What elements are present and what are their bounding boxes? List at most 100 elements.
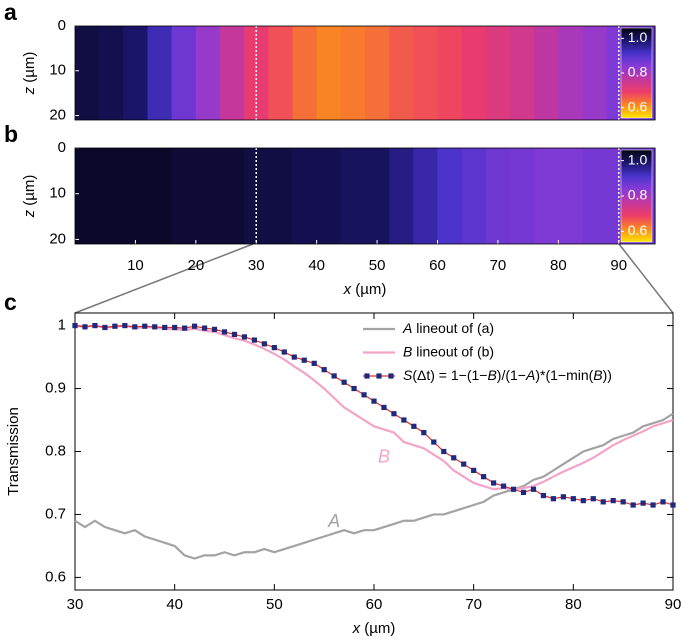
x-tick-label: 40: [166, 596, 183, 613]
legend-marker: [376, 373, 382, 379]
heat-column: [389, 148, 414, 244]
x-tick-label: 80: [565, 596, 582, 613]
x-tick-label: 70: [465, 596, 482, 613]
series-marker: [431, 439, 437, 445]
series-marker: [251, 337, 257, 343]
z-tick-label: 20: [49, 230, 66, 247]
plot-frame: [74, 147, 656, 245]
x-tick-label: 30: [248, 257, 265, 274]
annotation: B: [378, 447, 390, 467]
z-axis-label: z (µm): [21, 52, 38, 96]
series-marker: [211, 326, 218, 332]
heat-column: [123, 148, 149, 244]
series-marker: [301, 357, 307, 363]
heat-column: [510, 26, 535, 120]
x-tick-label: 60: [429, 257, 446, 274]
x-axis-label: x (µm): [343, 281, 387, 298]
series-marker: [580, 498, 586, 504]
series-marker: [152, 324, 158, 330]
series-marker: [281, 349, 287, 355]
series-marker: [341, 379, 347, 385]
x-tick-label: 70: [490, 257, 507, 274]
heat-column: [340, 148, 366, 244]
x-tick-label: 80: [550, 257, 567, 274]
heat-column: [534, 26, 559, 120]
heat-column: [461, 148, 487, 244]
heat-column: [461, 26, 487, 120]
heat-column: [316, 26, 342, 120]
heat-column: [147, 148, 173, 244]
series-marker: [182, 325, 188, 331]
series-marker: [92, 322, 98, 329]
series-marker: [451, 455, 457, 461]
colorbar-tick-label: 1.0: [628, 151, 648, 167]
series-marker: [112, 323, 118, 329]
series-marker: [590, 496, 596, 502]
z-tick-label: 10: [49, 185, 66, 202]
series-marker: [172, 324, 178, 331]
heat-column: [582, 148, 608, 244]
y-tick-label: 1: [58, 317, 66, 334]
heat-column: [437, 26, 463, 120]
series-marker: [620, 499, 626, 505]
heat-column: [195, 148, 221, 244]
series-marker: [72, 322, 78, 329]
series-marker: [231, 331, 238, 338]
heat-column: [316, 148, 342, 244]
series-marker: [311, 360, 317, 366]
series-marker: [132, 324, 138, 330]
legend-marker: [388, 373, 394, 379]
heat-column: [582, 26, 608, 120]
heat-column: [413, 26, 439, 120]
z-tick-label: 0: [58, 17, 66, 34]
heat-column: [123, 26, 149, 120]
series-line: [74, 412, 674, 560]
legend-marker: [364, 373, 370, 379]
annotation: A: [327, 511, 340, 531]
x-tick-label: 20: [187, 257, 204, 274]
series-marker: [441, 448, 447, 455]
series-marker: [520, 489, 527, 496]
heat-column: [292, 148, 318, 244]
series-marker: [530, 486, 537, 492]
heat-column: [171, 26, 197, 120]
z-tick-label: 10: [49, 62, 66, 79]
heat-column: [510, 148, 535, 244]
z-tick-label: 0: [58, 139, 66, 156]
series-marker: [261, 341, 267, 347]
series-marker: [351, 385, 357, 392]
series-marker: [371, 398, 377, 404]
z-tick-label: 20: [49, 106, 66, 123]
x-tick-label: 30: [67, 596, 84, 613]
series-line: [74, 324, 674, 491]
heat-column: [437, 148, 463, 244]
heat-column: [99, 148, 124, 244]
x-tick-label: 90: [610, 257, 627, 274]
series-marker: [271, 345, 277, 351]
series-marker: [540, 492, 547, 499]
series-marker: [610, 498, 616, 504]
colorbar-tick-label: 0.8: [628, 64, 648, 80]
x-tick-label: 60: [366, 596, 383, 613]
series-marker: [650, 502, 656, 508]
x-tick-label: 50: [369, 257, 386, 274]
series-marker: [630, 502, 636, 508]
heat-column: [75, 26, 100, 120]
series-marker: [221, 329, 228, 335]
x-tick-label: 50: [266, 596, 283, 613]
series-marker: [670, 502, 676, 508]
legend-label: B lineout of (b): [403, 343, 494, 359]
series-marker: [82, 324, 88, 330]
y-axis-label: Transmission: [5, 407, 22, 496]
series-marker: [291, 354, 297, 360]
series-marker: [660, 499, 666, 505]
series-marker: [321, 367, 327, 373]
heat-column: [147, 26, 173, 120]
series-marker: [560, 494, 566, 500]
series-marker: [640, 500, 646, 506]
heat-column: [485, 148, 511, 244]
series-marker: [122, 322, 128, 329]
series-marker: [500, 483, 507, 489]
series-marker: [421, 430, 427, 436]
